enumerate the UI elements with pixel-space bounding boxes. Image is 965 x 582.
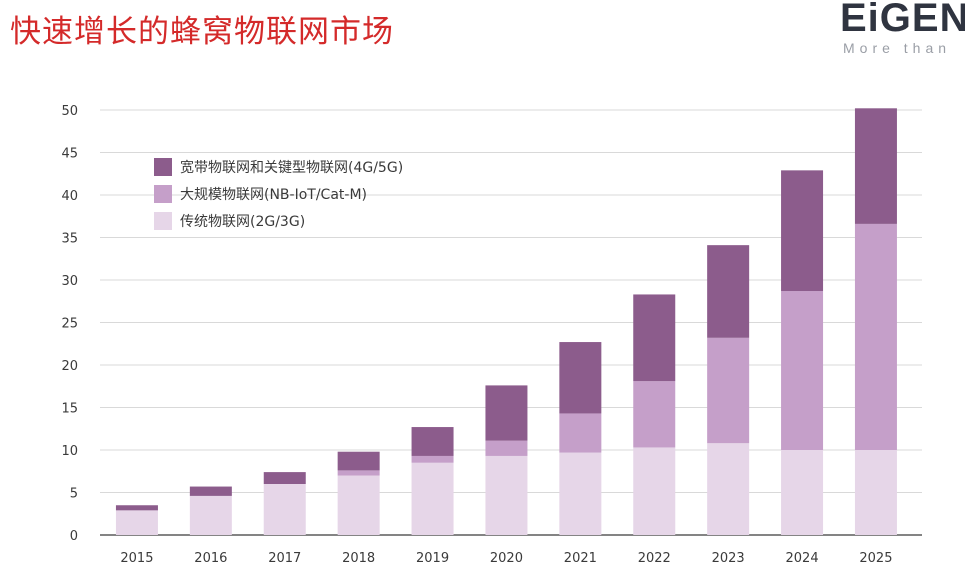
bar-segment-2022-series-0 — [633, 447, 676, 535]
y-tick-label: 35 — [61, 232, 78, 247]
y-tick-label: 20 — [61, 359, 78, 374]
x-tick-label: 2018 — [342, 551, 375, 566]
bar-segment-2019-series-1 — [411, 455, 454, 463]
legend-label: 大规模物联网(NB-IoT/Cat-M) — [180, 187, 367, 203]
bar-segment-2023-series-1 — [707, 337, 750, 444]
x-tick-label: 2025 — [859, 551, 892, 566]
y-tick-label: 30 — [61, 274, 78, 289]
bar-segment-2015-series-2 — [115, 505, 158, 511]
bar-segment-2017-series-0 — [263, 484, 306, 535]
bar-segment-2017-series-2 — [263, 472, 306, 484]
bar-segment-2020-series-1 — [485, 440, 528, 456]
bar-segment-2023-series-0 — [707, 443, 750, 535]
bar-segment-2016-series-2 — [189, 486, 232, 496]
bar-segment-2021-series-1 — [559, 413, 602, 453]
y-tick-label: 0 — [70, 529, 78, 544]
x-tick-label: 2015 — [120, 551, 153, 566]
bar-segment-2019-series-2 — [411, 427, 454, 456]
y-tick-label: 25 — [61, 317, 78, 332]
bar-segment-2023-series-2 — [707, 245, 750, 338]
x-tick-label: 2024 — [786, 551, 819, 566]
bar-segment-2024-series-0 — [781, 450, 824, 535]
y-tick-label: 15 — [61, 402, 78, 417]
legend-swatch — [154, 212, 172, 230]
legend-label: 传统物联网(2G/3G) — [180, 214, 305, 230]
x-tick-label: 2021 — [564, 551, 597, 566]
x-tick-label: 2020 — [490, 551, 523, 566]
y-tick-label: 40 — [61, 189, 78, 204]
bar-segment-2025-series-0 — [854, 450, 897, 535]
logo-tagline: More than — [843, 40, 952, 56]
x-tick-label: 2016 — [194, 551, 227, 566]
bar-segment-2018-series-1 — [337, 470, 380, 476]
x-tick-label: 2019 — [416, 551, 449, 566]
bar-segment-2020-series-0 — [485, 455, 528, 535]
bar-segment-2024-series-2 — [781, 170, 824, 292]
bar-segment-2021-series-0 — [559, 452, 602, 535]
bar-segment-2015-series-0 — [115, 510, 158, 535]
x-tick-label: 2022 — [638, 551, 671, 566]
legend-swatch — [154, 158, 172, 176]
company-logo: EiGENC More than — [838, 0, 965, 60]
y-tick-label: 5 — [70, 487, 78, 502]
bar-segment-2022-series-2 — [633, 294, 676, 382]
bar-segment-2018-series-0 — [337, 475, 380, 535]
bar-segment-2022-series-1 — [633, 381, 676, 448]
bar-segment-2024-series-1 — [781, 291, 824, 450]
bar-segment-2025-series-2 — [854, 108, 897, 224]
bar-segment-2021-series-2 — [559, 342, 602, 414]
legend-swatch — [154, 185, 172, 203]
page-title: 快速增长的蜂窝物联网市场 — [10, 14, 394, 50]
bar-segment-2020-series-2 — [485, 385, 528, 441]
y-tick-label: 45 — [61, 147, 78, 162]
legend-label: 宽带物联网和关键型物联网(4G/5G) — [180, 159, 403, 176]
bar-segment-2019-series-0 — [411, 462, 454, 535]
bar-segment-2025-series-1 — [854, 223, 897, 450]
x-tick-label: 2017 — [268, 551, 301, 566]
bar-segment-2018-series-2 — [337, 451, 380, 471]
logo-wordmark: EiGENC — [840, 0, 965, 40]
x-tick-label: 2023 — [712, 551, 745, 566]
y-tick-label: 50 — [61, 104, 78, 119]
y-tick-label: 10 — [61, 444, 78, 459]
bar-segment-2016-series-0 — [189, 495, 232, 535]
